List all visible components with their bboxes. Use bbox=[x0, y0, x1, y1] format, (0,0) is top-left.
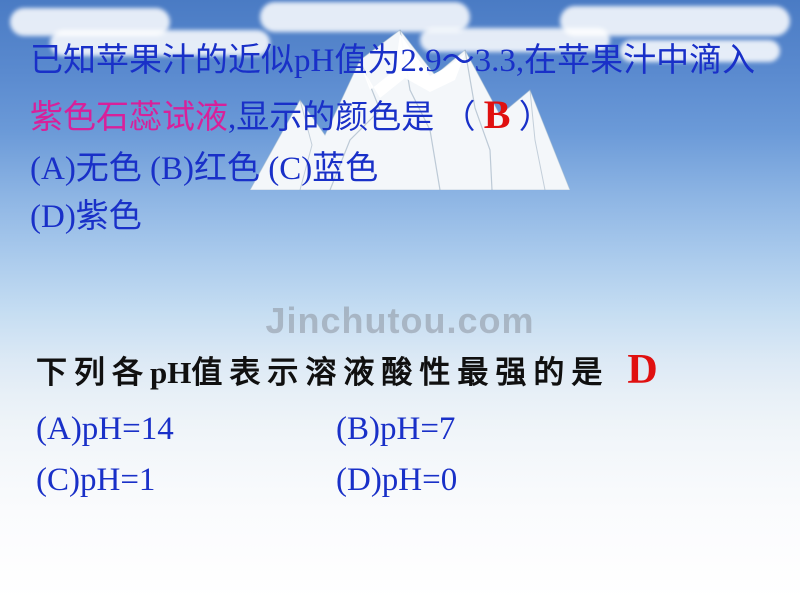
slide: 已知苹果汁的近似pH值为2.9～3.3,在苹果汁中滴入紫色石蕊试液,显示的颜色是… bbox=[0, 0, 800, 600]
question-2: 下列各pH值表示溶液酸性最强的是 D (A)pH=14 (B)pH=7 (C)pH… bbox=[36, 346, 770, 506]
q2-options: (A)pH=14 (B)pH=7 (C)pH=1 (D)pH=0 bbox=[36, 404, 770, 506]
q2-option-b: (B)pH=7 bbox=[336, 404, 455, 455]
q1-options: (A)无色 (B)红色 (C)蓝色 (D)紫色 bbox=[30, 146, 770, 242]
q2-option-a: (A)pH=14 bbox=[36, 404, 336, 455]
q2-stem: 下列各pH值表示溶液酸性最强的是 D bbox=[36, 346, 770, 394]
q2-stem-pre: 下列各 bbox=[36, 355, 150, 390]
question-1: 已知苹果汁的近似pH值为2.9～3.3,在苹果汁中滴入紫色石蕊试液,显示的颜色是… bbox=[30, 38, 770, 144]
q2-option-d: (D)pH=0 bbox=[336, 455, 457, 506]
q1-text-part3: ） bbox=[519, 100, 552, 136]
q1-highlight: 紫色石蕊试液 bbox=[30, 100, 228, 136]
q2-answer: D bbox=[627, 347, 657, 393]
q1-options-line1: (A)无色 (B)红色 (C)蓝色 bbox=[30, 146, 770, 194]
q2-option-c: (C)pH=1 bbox=[36, 455, 336, 506]
q2-stem-ph: pH bbox=[150, 355, 191, 390]
q1-options-line2: (D)紫色 bbox=[30, 194, 770, 242]
q1-text-part2: ,显示的颜色是 （ bbox=[228, 100, 476, 136]
content-area: 已知苹果汁的近似pH值为2.9～3.3,在苹果汁中滴入紫色石蕊试液,显示的颜色是… bbox=[30, 38, 770, 242]
q2-options-row2: (C)pH=1 (D)pH=0 bbox=[36, 455, 770, 506]
q1-text-part1: 已知苹果汁的近似pH值为2.9～3.3,在苹果汁中滴入 bbox=[30, 43, 755, 79]
q2-stem-post: 值表示溶液酸性最强的是 bbox=[191, 355, 609, 390]
watermark: Jinchutou.com bbox=[0, 300, 800, 342]
q2-options-row1: (A)pH=14 (B)pH=7 bbox=[36, 404, 770, 455]
q1-answer: B bbox=[484, 92, 511, 137]
